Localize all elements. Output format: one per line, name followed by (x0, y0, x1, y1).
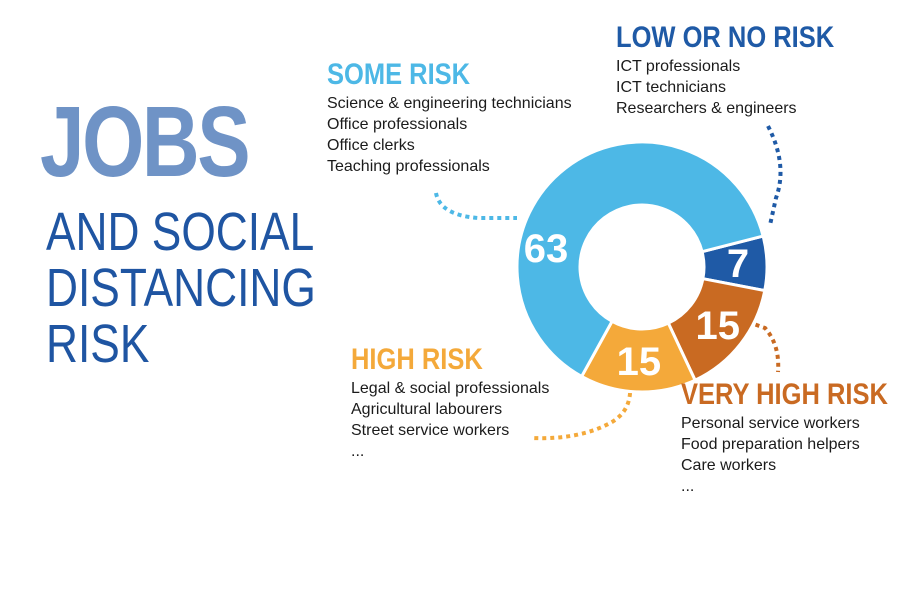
subtitle-line-2: DISTANCING (46, 258, 316, 318)
list-item: ICT technicians (616, 79, 726, 96)
list-item: ICT professionals (616, 58, 741, 75)
subtitle-line-1: AND SOCIAL (46, 202, 315, 262)
list-item: Researchers & engineers (616, 100, 797, 117)
connector-some-risk (434, 192, 517, 220)
page-subtitle: AND SOCIAL DISTANCING RISK (46, 204, 316, 372)
list-item: Teaching professionals (327, 158, 490, 175)
list-item: Personal service workers (681, 415, 860, 432)
list-item: ... (351, 443, 365, 460)
list-item: Street service workers (351, 422, 510, 439)
data-label-low-or-no-risk: 7 (727, 242, 749, 286)
list-item: Science & engineering technicians (327, 95, 572, 112)
list-item: Office professionals (327, 116, 468, 133)
group-low-risk: LOW OR NO RISK ICT professionals ICT tec… (616, 22, 873, 119)
connector-very-high-risk (747, 320, 781, 373)
list-item: Agricultural labourers (351, 401, 503, 418)
list-item: Food preparation helpers (681, 436, 860, 453)
group-high-risk: HIGH RISK Legal & social professionals A… (351, 344, 549, 462)
list-item: Care workers (681, 457, 777, 474)
list-item: Legal & social professionals (351, 380, 550, 397)
group-very-high-risk-heading: VERY HIGH RISK (681, 378, 888, 411)
data-label-high-risk: 15 (617, 340, 662, 384)
group-high-risk-heading: HIGH RISK (351, 343, 483, 376)
list-item: Office clerks (327, 137, 415, 154)
list-item: ... (681, 478, 695, 495)
group-some-risk-heading: SOME RISK (327, 58, 471, 91)
group-some-risk: SOME RISK Science & engineering technici… (327, 59, 572, 177)
group-low-risk-heading: LOW OR NO RISK (616, 21, 835, 54)
subtitle-line-3: RISK (46, 314, 150, 374)
group-very-high-risk: VERY HIGH RISK Personal service workers … (681, 379, 901, 497)
connector-low-risk (766, 125, 783, 226)
data-label-very-high-risk: 15 (696, 304, 741, 348)
connector-high-risk (531, 384, 633, 441)
page-title: JOBS (40, 86, 251, 198)
connector-lines (434, 125, 783, 441)
data-label-some-risk: 63 (524, 227, 569, 271)
donut-slice-some-risk (515, 140, 765, 379)
